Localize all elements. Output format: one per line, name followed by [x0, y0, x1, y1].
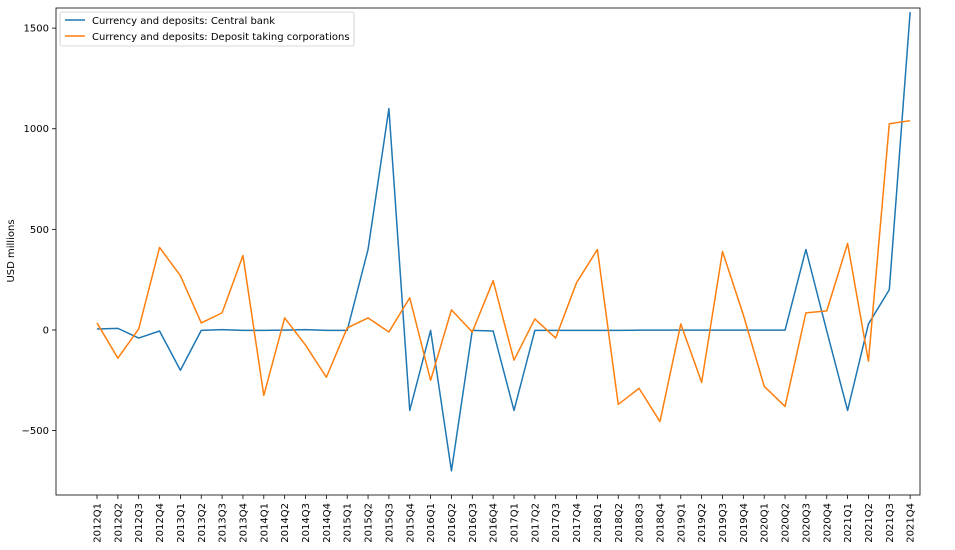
x-tick-label: 2014Q1: [259, 503, 270, 543]
x-tick-label: 2020Q3: [801, 503, 812, 543]
x-tick-label: 2018Q4: [655, 503, 666, 543]
x-tick-label: 2016Q1: [426, 503, 437, 543]
y-tick-label: 1500: [24, 24, 49, 35]
x-tick-label: 2020Q1: [760, 503, 771, 543]
x-tick-label: 2015Q4: [405, 503, 416, 543]
x-tick-label: 2019Q1: [676, 503, 687, 543]
y-tick-label: 0: [43, 325, 49, 336]
y-tick-label: 500: [30, 225, 49, 236]
x-tick-label: 2013Q1: [176, 503, 187, 543]
y-tick-label: 1000: [24, 124, 49, 135]
x-tick-label: 2019Q2: [697, 503, 708, 543]
x-tick-label: 2016Q2: [447, 503, 458, 543]
y-tick-label: −500: [22, 426, 49, 437]
x-tick-label: 2021Q3: [885, 503, 896, 543]
series-lines: [96, 11, 911, 472]
x-tick-label: 2017Q1: [510, 503, 521, 543]
x-tick-label: 2017Q3: [551, 503, 562, 543]
x-tick-label: 2020Q2: [781, 503, 792, 543]
x-tick-label: 2017Q2: [530, 503, 541, 543]
x-axis: 2012Q1 2012Q2 2012Q3 2012Q4 2013Q1 2013Q2 2013…: [93, 495, 917, 543]
x-tick-label: 2012Q2: [113, 503, 124, 543]
x-tick-label: 2018Q3: [635, 503, 646, 543]
x-tick-label: 2016Q3: [468, 503, 479, 543]
x-tick-label: 2018Q1: [593, 503, 604, 543]
series-line-deposit-taking: [96, 119, 911, 423]
legend: Currency and deposits: Central bank Curr…: [59, 11, 355, 47]
y-axis: −500 0 500 1000 1500: [22, 24, 56, 437]
x-tick-label: 2019Q3: [718, 503, 729, 543]
x-tick-label: 2015Q2: [364, 503, 375, 543]
x-tick-label: 2018Q2: [614, 503, 625, 543]
x-tick-label: 2015Q1: [343, 503, 354, 543]
legend-label-central-bank: Currency and deposits: Central bank: [92, 16, 275, 27]
x-tick-label: 2012Q1: [93, 503, 104, 543]
x-tick-label: 2016Q4: [489, 503, 500, 543]
x-tick-label: 2014Q2: [280, 503, 291, 543]
x-tick-label: 2015Q3: [384, 503, 395, 543]
x-tick-label: 2012Q4: [155, 503, 166, 543]
x-tick-label: 2021Q4: [906, 503, 917, 543]
y-axis-label: USD millions: [6, 219, 17, 282]
x-tick-label: 2013Q4: [238, 503, 249, 543]
series-line-central-bank: [96, 11, 911, 472]
legend-label-deposit-taking: Currency and deposits: Deposit taking co…: [92, 32, 350, 43]
x-tick-label: 2013Q2: [197, 503, 208, 543]
x-tick-label: 2017Q4: [572, 503, 583, 543]
x-tick-label: 2013Q3: [218, 503, 229, 543]
plot-area: [55, 7, 921, 496]
x-tick-label: 2021Q2: [864, 503, 875, 543]
x-tick-label: 2021Q1: [843, 503, 854, 543]
x-tick-label: 2020Q4: [822, 503, 833, 543]
x-tick-label: 2014Q4: [322, 503, 333, 543]
x-tick-label: 2012Q3: [134, 503, 145, 543]
x-tick-label: 2019Q4: [739, 503, 750, 543]
legend-box: [59, 11, 355, 47]
x-tick-label: 2014Q3: [301, 503, 312, 543]
